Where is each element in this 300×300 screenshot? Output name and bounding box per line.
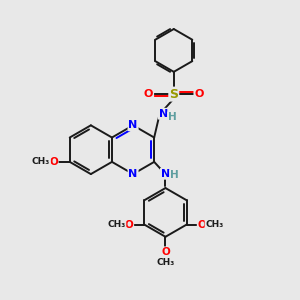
Text: S: S <box>169 88 178 100</box>
Text: N: N <box>161 169 170 179</box>
Text: O: O <box>49 157 58 167</box>
Text: N: N <box>128 169 138 179</box>
Text: N: N <box>128 120 138 130</box>
Text: O: O <box>161 247 170 257</box>
Text: CH₃: CH₃ <box>32 158 50 166</box>
Text: O: O <box>144 89 153 99</box>
Text: CH₃: CH₃ <box>107 220 125 229</box>
Text: O: O <box>124 220 133 230</box>
Text: CH₃: CH₃ <box>156 258 175 267</box>
Text: H: H <box>168 112 177 122</box>
Text: CH₃: CH₃ <box>206 220 224 229</box>
Text: N: N <box>159 109 168 119</box>
Text: O: O <box>194 89 204 99</box>
Text: O: O <box>198 220 206 230</box>
Text: H: H <box>170 170 179 180</box>
